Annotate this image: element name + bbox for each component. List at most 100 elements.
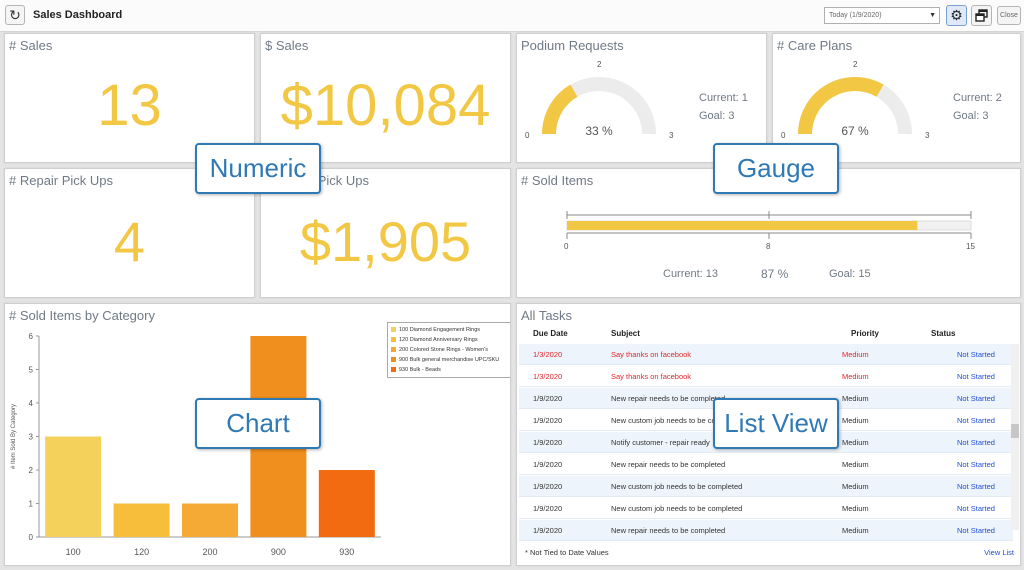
task-priority: Medium — [842, 394, 869, 403]
column-header-priority[interactable]: Priority — [851, 329, 880, 338]
y-tick-label: 1 — [29, 500, 34, 509]
table-row[interactable]: 1/3/2020 Say thanks on facebook Medium Not … — [519, 344, 1013, 365]
legend-label: 900 Bulk general merchandise UPC/SKU — [399, 357, 500, 363]
task-due-date: 1/3/2020 — [533, 372, 563, 381]
task-due-date: 1/9/2020 — [533, 482, 563, 491]
gauge-current: Current: 2 — [953, 92, 1002, 104]
date-range-select[interactable]: Today (1/9/2020) ▼ — [824, 7, 940, 24]
y-tick-label: 2 — [29, 466, 34, 475]
panel-title: Podium Requests — [521, 38, 624, 53]
task-status: Not Started — [957, 526, 995, 535]
task-priority: Medium — [842, 350, 869, 359]
task-status: Not Started — [957, 350, 995, 359]
sales-count-panel: # Sales 13 — [4, 33, 255, 163]
sales-amount-value: $10,084 — [280, 73, 491, 138]
page-title: Sales Dashboard — [33, 9, 123, 21]
care-plans-panel: # Care Plans 0 2 3 67 % Current: 2 Goal:… — [772, 33, 1021, 163]
legend-swatch — [391, 367, 396, 373]
callout-numeric: Numeric — [195, 143, 321, 194]
gauge-max-label: 3 — [925, 131, 930, 140]
table-row[interactable]: 1/3/2020 Say thanks on facebook Medium Not … — [519, 366, 1013, 387]
chart-bar[interactable] — [45, 436, 102, 538]
task-status: Not Started — [957, 504, 995, 513]
podium-gauge — [542, 77, 656, 135]
chart-bar[interactable] — [182, 503, 238, 538]
sold-goal: Goal: 15 — [829, 268, 871, 280]
task-due-date: 1/3/2020 — [533, 350, 563, 359]
gauge-mid-label: 2 — [853, 60, 858, 69]
task-subject: New repair needs to be completed — [611, 460, 726, 469]
y-tick-label: 5 — [29, 366, 34, 375]
y-tick-label: 4 — [29, 399, 34, 408]
panel-title: # Sold Items — [521, 173, 594, 188]
legend-item: 100 Diamond Engagement Rings — [391, 325, 510, 335]
care-plans-gauge — [798, 77, 912, 135]
task-subject: New custom job needs to be completed — [611, 416, 743, 425]
chart-bar[interactable] — [113, 503, 170, 538]
column-header-due-date[interactable]: Due Date — [533, 329, 568, 338]
task-priority: Medium — [842, 526, 869, 535]
chart-bar[interactable] — [318, 470, 375, 537]
column-header-subject[interactable]: Subject — [611, 329, 640, 338]
podium-requests-panel: Podium Requests 0 2 3 33 % Current: 1 Go… — [516, 33, 767, 163]
task-priority: Medium — [842, 438, 869, 447]
gauge-min-label: 0 — [525, 131, 530, 140]
y-tick-label: 3 — [29, 433, 34, 442]
panel-title: $ Sales — [265, 38, 309, 53]
legend-swatch — [391, 347, 396, 353]
gauge-percent: 67 % — [841, 124, 869, 138]
task-subject: Say thanks on facebook — [611, 350, 692, 359]
windows-icon[interactable] — [971, 5, 992, 26]
task-priority: Medium — [842, 372, 869, 381]
task-due-date: 1/9/2020 — [533, 394, 563, 403]
table-row[interactable]: 1/9/2020 New custom job needs to be compl… — [519, 476, 1013, 497]
legend-label: 200 Colored Stone Rings - Women's — [399, 347, 488, 353]
sales-count-value: 13 — [97, 73, 162, 138]
refresh-icon[interactable]: ↻ — [5, 5, 25, 25]
gauge-goal: Goal: 3 — [953, 110, 989, 122]
scale-mid-label: 8 — [766, 242, 771, 251]
tasks-panel: All Tasks Due Date Subject Priority Stat… — [516, 303, 1021, 566]
gauge-current: Current: 1 — [699, 92, 748, 104]
legend-label: 100 Diamond Engagement Rings — [399, 327, 481, 333]
panel-title: # Repair Pick Ups — [9, 173, 114, 188]
legend-label: 930 Bulk - Beads — [399, 367, 441, 373]
gauge-fill — [542, 84, 578, 135]
panel-title: # Sales — [9, 38, 53, 53]
table-row[interactable]: 1/9/2020 New repair needs to be completed… — [519, 454, 1013, 475]
gauge-fill — [798, 77, 884, 135]
gear-icon[interactable]: ⚙ — [946, 5, 967, 26]
panel-title: # Care Plans — [777, 38, 853, 53]
task-status: Not Started — [957, 372, 995, 381]
view-list-link[interactable]: View List — [984, 548, 1014, 557]
column-header-status[interactable]: Status — [931, 329, 956, 338]
table-row[interactable]: 1/9/2020 New repair needs to be completed… — [519, 520, 1013, 541]
tasks-scrollbar-thumb[interactable] — [1011, 424, 1019, 438]
legend-item: 930 Bulk - Beads — [391, 365, 510, 375]
task-status: Not Started — [957, 438, 995, 447]
scale-min-label: 0 — [564, 242, 569, 251]
x-tick-label: 100 — [66, 547, 81, 557]
dashboard-header: ↻ Sales Dashboard Today (1/9/2020) ▼ ⚙ C… — [0, 0, 1024, 32]
bar-fill — [567, 221, 918, 230]
chevron-down-icon: ▼ — [929, 12, 936, 19]
legend-item: 900 Bulk general merchandise UPC/SKU — [391, 355, 510, 365]
task-subject: New repair needs to be completed — [611, 526, 726, 535]
x-tick-label: 900 — [271, 547, 286, 557]
legend-swatch — [391, 327, 396, 333]
y-tick-label: 6 — [29, 332, 34, 341]
legend-swatch — [391, 357, 396, 363]
y-axis-label: # Item Sold By Category — [11, 404, 17, 469]
task-due-date: 1/9/2020 — [533, 416, 563, 425]
gauge-percent: 33 % — [585, 124, 613, 138]
gauge-max-label: 3 — [669, 131, 674, 140]
sold-current: Current: 13 — [663, 268, 719, 280]
close-button[interactable]: Close — [997, 6, 1021, 25]
task-subject: New custom job needs to be completed — [611, 504, 743, 513]
task-status: Not Started — [957, 460, 995, 469]
task-subject: Say thanks on facebook — [611, 372, 692, 381]
tasks-header-row: Due Date Subject Priority Status — [517, 326, 1020, 342]
chart-legend: 100 Diamond Engagement Rings 120 Diamond … — [387, 322, 510, 378]
table-row[interactable]: 1/9/2020 New custom job needs to be compl… — [519, 498, 1013, 519]
sold-items-bar — [566, 211, 972, 239]
